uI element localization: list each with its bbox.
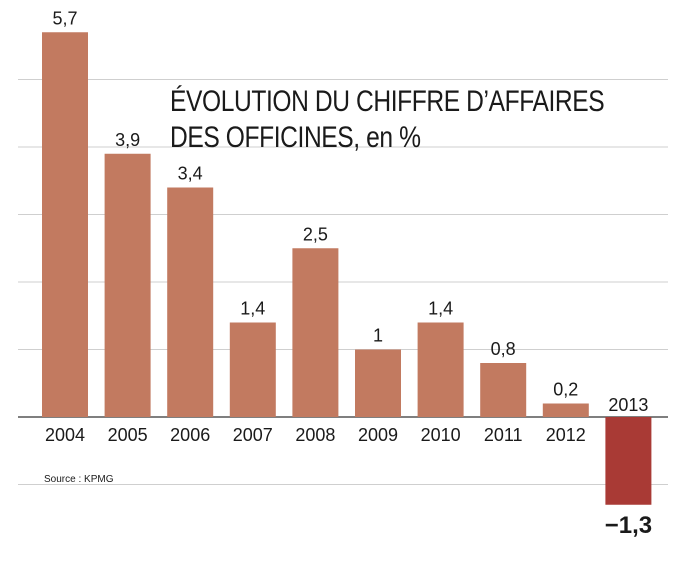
tick-label-2005: 2005 — [108, 425, 148, 445]
value-label-2005: 3,9 — [115, 130, 140, 150]
tick-label-2006: 2006 — [170, 425, 210, 445]
tick-label-2011: 2011 — [484, 425, 523, 445]
chart-title: ÉVOLUTION DU CHIFFRE D’AFFAIRES DES OFFI… — [170, 84, 605, 156]
bar-2010 — [417, 322, 464, 417]
chart-title-line-1: ÉVOLUTION DU CHIFFRE D’AFFAIRES — [170, 85, 605, 118]
tick-label-2010: 2010 — [421, 425, 461, 445]
value-label-2007: 1,4 — [240, 299, 265, 319]
value-labels: 5,7 3,9 3,4 1,4 2,5 1 1,4 0,8 0,2 −1,3 — [52, 8, 652, 539]
tick-label-2013: 2013 — [608, 395, 648, 415]
bar-2005 — [104, 153, 151, 417]
tick-label-2008: 2008 — [295, 425, 335, 445]
value-label-2004: 5,7 — [52, 8, 77, 28]
x-tick-labels: 2004 2005 2006 2007 2008 2009 2010 2011 2012 2013 — [45, 395, 648, 445]
source-note: Source : KPMG — [44, 474, 114, 485]
chart-title-line-2: DES OFFICINES, en % — [170, 121, 421, 154]
value-label-2011: 0,8 — [491, 339, 516, 359]
bar-2007 — [229, 322, 276, 417]
value-label-2006: 3,4 — [178, 164, 203, 184]
bar-2008 — [292, 248, 339, 417]
bar-2012 — [542, 403, 589, 417]
bars — [42, 32, 652, 505]
bar-2013 — [605, 417, 652, 505]
value-label-2013: −1,3 — [605, 512, 652, 539]
value-label-2012: 0,2 — [553, 380, 578, 400]
value-label-2009: 1 — [373, 326, 383, 346]
tick-label-2009: 2009 — [358, 425, 398, 445]
value-label-2010: 1,4 — [428, 299, 453, 319]
value-label-2008: 2,5 — [303, 224, 328, 244]
tick-label-2007: 2007 — [233, 425, 273, 445]
tick-label-2004: 2004 — [45, 425, 85, 445]
bar-2004 — [42, 32, 88, 417]
bar-2006 — [167, 187, 214, 417]
bar-2011 — [480, 363, 527, 417]
tick-label-2012: 2012 — [546, 425, 586, 445]
bar-2009 — [355, 349, 401, 417]
